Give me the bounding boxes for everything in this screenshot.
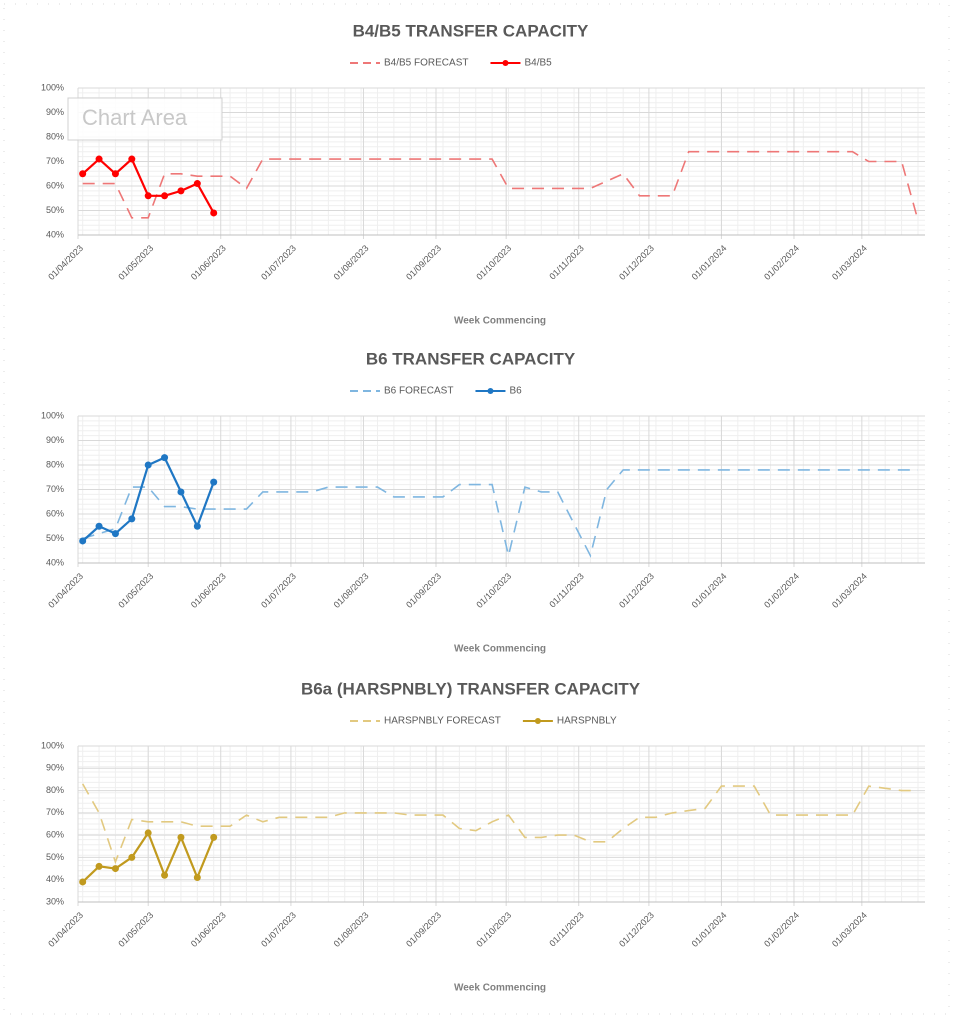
tooltip-box [67,97,223,141]
data-point [144,192,152,200]
y-tick-label: 30% [46,896,64,906]
data-point [210,833,218,841]
data-point [79,878,87,886]
data-point [95,155,103,163]
data-point [161,454,169,462]
data-point [177,833,185,841]
y-tick-label: 90% [46,435,64,445]
y-tick-label: 40% [46,557,64,567]
data-point [128,515,136,523]
y-tick-label: 70% [46,156,64,166]
data-point [128,155,136,163]
data-point [193,522,201,530]
data-point [111,865,119,873]
y-tick-label: 80% [46,459,64,469]
data-point [79,537,87,545]
data-point [193,180,201,188]
x-axis-label: Week Commencing [454,316,546,327]
tooltip: Chart Area [67,97,223,141]
y-tick-label: 50% [46,852,64,862]
y-tick-label: 90% [46,107,64,117]
legend-marker [487,388,494,394]
y-tick-label: 100% [41,740,64,750]
data-point [128,853,136,861]
legend-marker [534,718,541,724]
data-point [193,873,201,881]
chart-title: B4/B5 TRANSFER CAPACITY [353,21,589,40]
data-point [95,862,103,870]
data-point [144,829,152,837]
y-tick-label: 80% [46,785,64,795]
data-point [161,192,169,200]
y-tick-label: 100% [41,410,64,420]
data-point [210,478,218,486]
legend-label: B4/B5 FORECAST [384,58,468,69]
series-line [82,783,918,865]
x-axis-label: Week Commencing [454,983,546,994]
legend-marker [502,60,509,66]
y-tick-label: 60% [46,180,64,190]
y-tick-label: 70% [46,484,64,494]
tooltip-text: Chart Area [82,105,188,130]
x-axis-label: Week Commencing [454,644,546,655]
y-tick-label: 70% [46,807,64,817]
y-tick-label: 80% [46,131,64,141]
y-tick-label: 60% [46,830,64,840]
y-tick-label: 100% [41,82,64,92]
data-point [144,461,152,469]
data-point [177,488,185,496]
y-tick-label: 90% [46,763,64,773]
series-line [82,469,918,558]
data-point [177,187,185,195]
chart-title: B6 TRANSFER CAPACITY [366,349,576,368]
legend-label: HARSPNBLY [557,716,617,727]
legend-label: HARSPNBLY FORECAST [384,716,501,727]
data-point [79,170,87,178]
data-point [95,522,103,530]
data-point [111,170,119,178]
data-point [111,530,119,538]
y-tick-label: 40% [46,874,64,884]
legend-label: B4/B5 [524,58,552,69]
y-tick-label: 50% [46,205,64,215]
y-tick-label: 60% [46,508,64,518]
data-point [210,209,218,217]
legend-label: B6 [509,386,522,397]
chart-title: B6a (HARSPNBLY) TRANSFER CAPACITY [301,679,641,698]
legend-label: B6 FORECAST [384,386,453,397]
y-tick-label: 50% [46,533,64,543]
y-tick-label: 40% [46,229,64,239]
series-line [82,150,919,221]
data-point [161,871,169,879]
